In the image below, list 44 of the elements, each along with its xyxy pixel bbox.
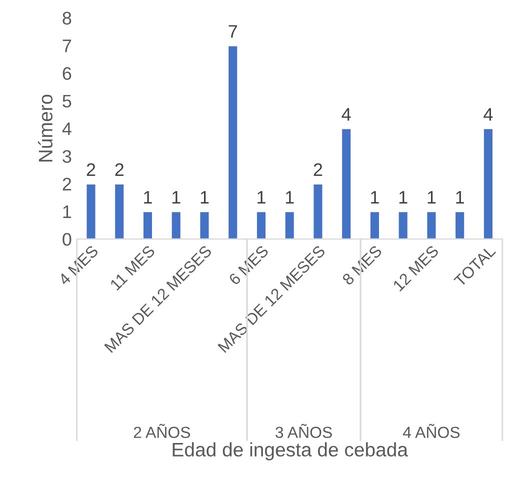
bar: [256, 210, 267, 240]
data-label: 2: [115, 163, 124, 176]
y-tick-label: 8: [62, 12, 72, 25]
data-label: 2: [86, 163, 96, 176]
text: 3 AÑOS: [276, 424, 332, 438]
y-tick-label: 3: [62, 150, 72, 163]
bar: [369, 210, 380, 240]
bar: [454, 210, 466, 240]
bar: [284, 210, 296, 240]
bar: [198, 210, 210, 240]
bar: [340, 128, 352, 240]
text: 2 AÑOS: [134, 424, 190, 438]
data-label: 1: [200, 191, 209, 204]
bar: [312, 183, 324, 240]
text: 4 AÑOS: [402, 424, 460, 438]
bar: [227, 44, 239, 240]
data-label: 4: [484, 108, 493, 121]
bar: [482, 128, 494, 240]
data-label: 1: [258, 191, 266, 204]
data-label: 1: [428, 191, 436, 204]
data-label: 2: [314, 163, 322, 176]
data-label: 1: [399, 191, 408, 204]
x-axis-title: Edad de ingesta de cebada: [172, 442, 408, 460]
bar: [170, 210, 182, 240]
y-tick-label: 5: [62, 94, 72, 108]
bar: [142, 210, 154, 240]
bar: [426, 210, 438, 240]
y-tick-label: 0: [62, 233, 72, 246]
y-tick-label: 1: [63, 206, 72, 218]
y-tick-label: 7: [62, 40, 72, 52]
bar: [85, 183, 97, 240]
bar: [397, 210, 409, 240]
data-label: 1: [286, 191, 294, 204]
y-tick-label: 2: [62, 178, 72, 190]
data-label: 1: [144, 191, 152, 204]
bar: [114, 183, 126, 240]
data-label: 1: [456, 191, 464, 204]
y-tick-label: 4: [62, 122, 72, 136]
data-label: 7: [228, 25, 237, 38]
y-tick-label: 6: [62, 67, 72, 80]
data-label: 4: [342, 108, 351, 121]
data-label: 1: [172, 191, 180, 204]
data-label: 1: [371, 191, 379, 204]
y-axis-title: Número: [38, 94, 53, 162]
